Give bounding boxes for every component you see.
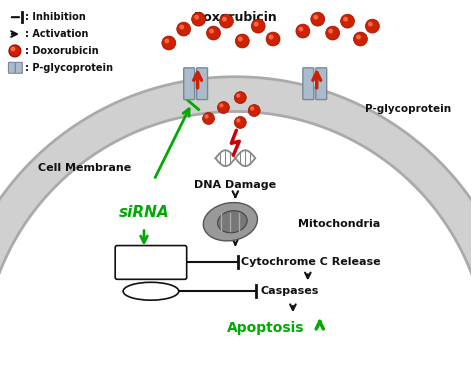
- Text: siRNA: siRNA: [118, 205, 169, 220]
- Text: : Doxorubicin: : Doxorubicin: [25, 46, 99, 56]
- Circle shape: [219, 104, 224, 108]
- Circle shape: [204, 115, 209, 119]
- Circle shape: [250, 107, 255, 111]
- Circle shape: [191, 12, 206, 26]
- FancyBboxPatch shape: [303, 68, 314, 100]
- Text: : Inhibition: : Inhibition: [25, 12, 86, 22]
- Text: Bcl-2
Bcl-xL: Bcl-2 Bcl-xL: [133, 252, 169, 273]
- Circle shape: [341, 14, 355, 28]
- Text: Caspases: Caspases: [260, 286, 319, 296]
- Ellipse shape: [218, 211, 247, 233]
- Circle shape: [296, 24, 310, 38]
- Circle shape: [235, 34, 249, 48]
- Circle shape: [266, 32, 280, 46]
- Text: Cell Membrane: Cell Membrane: [38, 163, 131, 173]
- Circle shape: [222, 17, 227, 22]
- Polygon shape: [0, 77, 474, 365]
- Circle shape: [343, 17, 348, 22]
- Circle shape: [254, 22, 259, 27]
- FancyBboxPatch shape: [316, 68, 327, 100]
- FancyBboxPatch shape: [184, 68, 195, 100]
- FancyBboxPatch shape: [9, 62, 15, 73]
- Circle shape: [209, 29, 214, 34]
- Circle shape: [179, 25, 184, 30]
- Circle shape: [326, 26, 339, 40]
- Circle shape: [207, 26, 220, 40]
- Circle shape: [177, 22, 191, 36]
- Circle shape: [365, 19, 379, 33]
- Text: : Activation: : Activation: [25, 29, 88, 39]
- Circle shape: [234, 92, 246, 104]
- Circle shape: [236, 118, 240, 123]
- Circle shape: [9, 45, 21, 57]
- Text: Mitochondria: Mitochondria: [298, 219, 380, 229]
- Text: Doxorubicin: Doxorubicin: [193, 11, 277, 24]
- Text: Cytochrome C Release: Cytochrome C Release: [241, 257, 381, 268]
- Text: DNA Damage: DNA Damage: [194, 180, 276, 190]
- Circle shape: [238, 37, 243, 41]
- Circle shape: [248, 105, 260, 116]
- Circle shape: [368, 22, 373, 27]
- Text: : P-glycoprotein: : P-glycoprotein: [25, 63, 113, 73]
- Circle shape: [356, 35, 361, 40]
- Circle shape: [328, 29, 333, 34]
- Circle shape: [269, 35, 273, 40]
- Ellipse shape: [123, 282, 179, 300]
- FancyBboxPatch shape: [115, 246, 187, 279]
- Circle shape: [313, 15, 318, 20]
- Circle shape: [10, 46, 15, 52]
- Text: P-glycoprotein: P-glycoprotein: [365, 104, 452, 113]
- Circle shape: [299, 27, 303, 31]
- Circle shape: [162, 36, 176, 50]
- Circle shape: [164, 38, 169, 44]
- Circle shape: [219, 14, 233, 28]
- Ellipse shape: [203, 202, 257, 241]
- Circle shape: [234, 116, 246, 128]
- Text: XIAP: XIAP: [136, 286, 165, 296]
- Circle shape: [311, 12, 325, 26]
- Circle shape: [194, 15, 199, 20]
- Circle shape: [202, 112, 215, 124]
- Text: Apoptosis: Apoptosis: [228, 321, 305, 335]
- Circle shape: [251, 19, 265, 33]
- Circle shape: [354, 32, 367, 46]
- FancyBboxPatch shape: [197, 68, 208, 100]
- FancyBboxPatch shape: [15, 62, 22, 73]
- Circle shape: [236, 94, 240, 98]
- Circle shape: [218, 102, 229, 113]
